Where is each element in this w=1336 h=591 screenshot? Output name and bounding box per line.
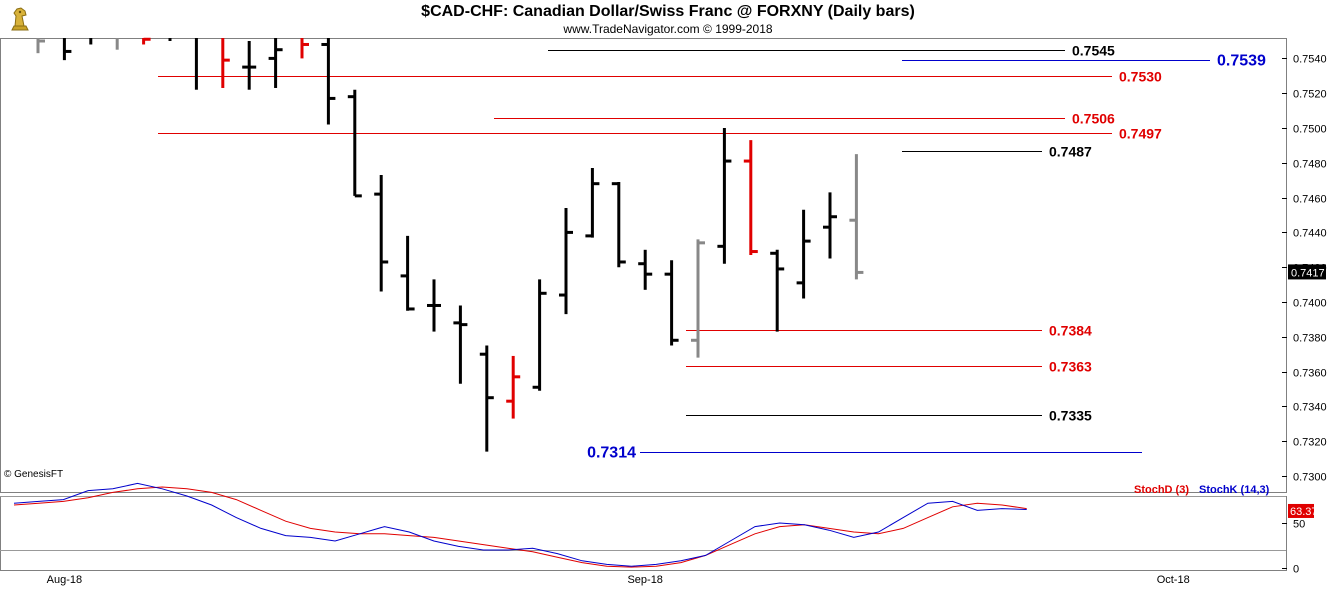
date-label: Oct-18 (1157, 574, 1190, 586)
price-bar (796, 209, 811, 299)
price-bar (559, 208, 573, 315)
gold-knight-icon (6, 4, 34, 37)
price-bar (691, 239, 705, 358)
price-bar (479, 345, 494, 452)
price-panel-border (0, 38, 1287, 493)
price-bar (62, 38, 72, 61)
price-bar (374, 174, 389, 292)
price-tick-label: 0.7380 (1293, 333, 1327, 345)
price-bar (36, 38, 45, 54)
level-label: 0.7506 (1072, 111, 1115, 127)
price-tick-label: 0.7520 (1293, 89, 1327, 101)
price-bar (300, 38, 309, 59)
date-label: Aug-18 (47, 574, 82, 586)
price-tick-label: 0.7500 (1293, 124, 1327, 136)
stochk-legend: StochK (14,3) (1199, 484, 1270, 496)
price-bar (142, 37, 151, 45)
price-bar (347, 89, 362, 198)
price-bar (400, 235, 415, 311)
price-bar (849, 154, 864, 280)
price-bar (221, 38, 230, 88)
level-label: 0.7314 (587, 445, 636, 462)
price-bar (506, 355, 521, 419)
level-label: 0.7530 (1119, 69, 1162, 85)
price-bar (743, 140, 758, 256)
price-axis: 0.7300 0.7320 0.7340 0.7360 0.7380 0.7400 0.74… (1282, 54, 1327, 484)
price-bar (611, 181, 626, 268)
price-bar (664, 260, 679, 346)
price-bar (638, 249, 653, 290)
stoch-tick-label: 0 (1293, 564, 1299, 576)
price-tick-label: 0.7440 (1293, 228, 1327, 240)
price-tick-label: 0.7300 (1293, 472, 1327, 484)
price-bar (585, 168, 600, 238)
price-bar (268, 38, 283, 88)
price-bar (717, 128, 732, 264)
price-bar (532, 279, 547, 391)
chart-title: $CAD-CHF: Canadian Dollar/Swiss Franc @ … (421, 3, 915, 20)
price-bar (427, 279, 441, 332)
price-tick-label: 0.7400 (1293, 298, 1327, 310)
price-bar (770, 249, 785, 332)
price-tick-label: 0.7540 (1293, 54, 1327, 66)
price-bar (242, 41, 257, 90)
price-tick-label: 0.7360 (1293, 368, 1327, 380)
level-label: 0.7487 (1049, 144, 1092, 160)
price-tick-label: 0.7340 (1293, 402, 1327, 414)
last-price-label: 0.7417 (1291, 267, 1325, 279)
price-bar (453, 305, 468, 384)
stochastic-panel: StochD (3) StochK (14,3) 50 0 63.37 (0, 482, 1318, 576)
stoch-series-line (13, 486, 1027, 568)
stoch-series-line (13, 482, 1027, 567)
date-label: Sep-18 (627, 574, 662, 586)
last-price-box (1288, 264, 1326, 280)
chart-subtitle: www.TradeNavigator.com © 1999-2018 (563, 22, 773, 36)
level-label: 0.7497 (1119, 126, 1162, 142)
level-label: 0.7545 (1072, 43, 1115, 59)
level-label: 0.7539 (1217, 53, 1266, 70)
stochd-legend: StochD (3) (1134, 484, 1189, 496)
level-label: 0.7335 (1049, 408, 1092, 424)
date-axis: Aug-18 Sep-18 Oct-18 (47, 574, 1190, 586)
price-bars (36, 37, 864, 452)
price-bar (321, 38, 336, 125)
stoch-last-box (1288, 503, 1314, 518)
level-label: 0.7363 (1049, 359, 1092, 375)
price-tick-label: 0.7480 (1293, 159, 1327, 171)
level-label: 0.7384 (1049, 323, 1092, 339)
price-tick-label: 0.7320 (1293, 437, 1327, 449)
stoch-panel-border (0, 496, 1287, 571)
stoch-last-label: 63.37 (1290, 506, 1318, 518)
stoch-tick-label: 50 (1293, 519, 1305, 531)
price-tick-label: 0.7460 (1293, 194, 1327, 206)
copyright-label: © GenesisFT (4, 469, 64, 480)
title-bar: $CAD-CHF: Canadian Dollar/Swiss Franc @ … (0, 0, 1336, 38)
price-bar (823, 192, 837, 259)
